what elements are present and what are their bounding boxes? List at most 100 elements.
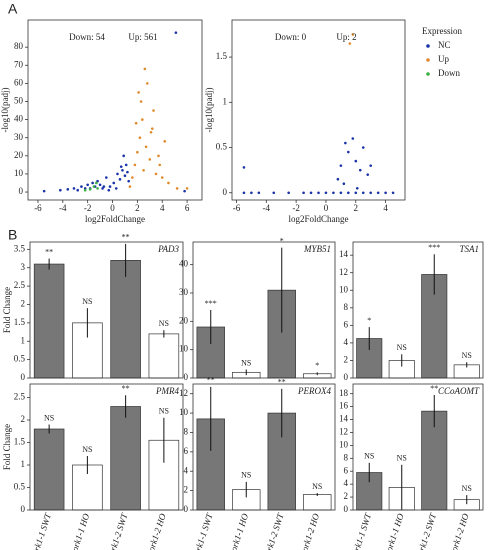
point [354,191,358,195]
point [369,164,372,167]
point [105,176,108,179]
point [83,188,87,192]
point [92,185,96,188]
point [98,183,102,187]
y-tick-label: 1 [21,459,26,469]
point [42,189,46,193]
point [175,187,179,190]
significance-label: NS [462,351,472,360]
y-tick-label: 10 [339,439,349,449]
x-tick-label: 6 [185,203,190,213]
y-tick-label: 4 [184,465,189,475]
plot-frame [29,383,184,511]
point [131,176,134,179]
point [354,159,358,163]
x-axis-label: log2FoldChange [289,214,349,224]
point [342,182,346,186]
significance-label: NS [159,407,169,416]
significance-label: ** [122,233,130,242]
point [72,187,76,190]
point [143,67,147,71]
y-tick-label: 0.5 [14,354,26,364]
bar [110,260,141,379]
significance-label: NS [44,413,54,422]
chart-title: TSA1 [459,244,479,254]
y-axis-label: -log10(padj) [0,88,10,133]
point [369,191,372,195]
significance-label: ** [45,247,53,256]
bar [421,410,448,511]
significance-label: *** [205,299,217,308]
point [86,183,89,187]
point [160,176,164,179]
point [96,187,99,190]
plot-frame [231,19,406,201]
bar [148,333,180,379]
significance-label: *** [428,243,440,252]
x-tick-label: -4 [263,203,271,213]
legend-label: Down [438,68,460,78]
y-tick-label: 0 [223,187,228,197]
point [339,164,343,167]
x-tick-label: cork1-2 SWT [105,511,129,550]
y-tick-label: 20 [14,150,24,160]
point [150,127,154,130]
point [332,191,335,195]
point [351,137,355,140]
y-tick-label: 16 [339,401,349,411]
plot-frame [352,383,484,511]
point [96,179,99,183]
y-tick-label: 2 [344,491,349,501]
x-tick-label: 4 [383,203,388,213]
y-tick-label: 1.5 [14,437,26,447]
point [348,42,352,45]
y-tick-label: 14 [339,414,349,424]
x-tick-label: -2 [292,203,300,213]
y-tick-label: 80 [14,41,24,51]
point [136,150,139,154]
significance-label: * [280,236,284,245]
legend-label: NC [438,40,451,50]
point [95,181,98,185]
count-annotation: Down: 54 [69,32,105,42]
point [144,145,148,149]
y-axis-label: -log10(padj) [204,88,214,133]
count-annotation: Up: 2 [336,32,356,42]
point [336,177,340,181]
point [242,191,246,195]
y-tick-label: 12 [339,427,348,437]
point [83,187,87,190]
significance-label: * [367,316,371,325]
y-tick-label: 0.5 [14,482,26,492]
point [183,189,186,193]
y-tick-label: 0 [19,186,24,196]
point [317,191,320,195]
y-tick-label: 10 [179,344,189,354]
point [257,191,261,195]
point [324,191,328,195]
chart-title: MYB51 [303,244,331,254]
x-tick-label: 2 [354,203,359,213]
y-tick-label: 0 [21,372,26,382]
chart-title: PAD3 [157,244,179,254]
point [148,158,152,161]
significance-label: NS [82,445,92,454]
chart-title: CCoAOMT [438,386,480,396]
point [309,191,313,195]
point [138,136,142,140]
point [355,186,359,190]
point [361,146,365,149]
point [142,169,145,172]
point [108,185,112,188]
x-tick-label: cork1-1 SWT [191,511,215,550]
point [91,181,94,185]
point [242,166,246,169]
point [347,191,350,195]
point [134,121,138,125]
bar [356,472,383,511]
point [137,91,140,94]
y-tick-label: 40 [14,114,24,124]
y-tick-label: 2.5 [14,280,26,290]
point [154,172,158,176]
y-tick-label: 18 [339,388,349,398]
